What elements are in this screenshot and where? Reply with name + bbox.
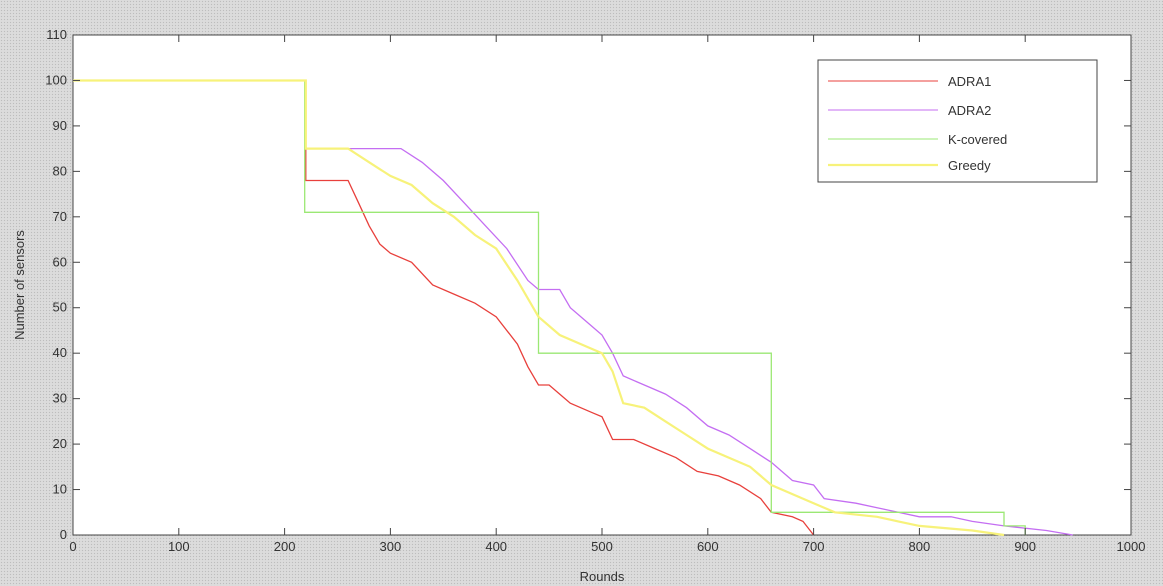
y-tick-label: 20 (53, 436, 67, 451)
legend-box (817, 59, 1098, 183)
legend-label: K-covered (948, 132, 1007, 147)
y-tick-label: 60 (53, 254, 67, 269)
legend-item-adra1: ADRA1 (828, 74, 991, 89)
series-line-greedy (73, 79, 1005, 537)
x-tick-label: 200 (274, 539, 296, 554)
x-tick-label: 800 (909, 539, 931, 554)
y-tick-label: 100 (45, 72, 67, 87)
legend-label: ADRA1 (948, 74, 991, 89)
legend: ADRA1 ADRA2 K-covered Greedy (817, 59, 1098, 183)
legend-label: ADRA2 (948, 103, 991, 118)
x-tick-label: 1000 (1117, 539, 1146, 554)
series-line-adra2 (73, 79, 1073, 536)
y-axis-label: Number of sensors (12, 230, 27, 340)
y-tick-label: 80 (53, 163, 67, 178)
series-line-adra1 (73, 79, 815, 536)
y-tick-label: 30 (53, 391, 67, 406)
y-tick-label: 0 (60, 527, 67, 542)
y-tick-label: 90 (53, 118, 67, 133)
legend-item-greedy: Greedy (828, 158, 991, 173)
axis-layer: 0 100 200 300 400 500 600 700 800 900 1000 0 10 20 30 4… (45, 27, 1145, 554)
x-tick-label: 300 (380, 539, 402, 554)
y-tick-label: 70 (53, 209, 67, 224)
x-tick-label: 600 (697, 539, 719, 554)
x-tick-label: 500 (591, 539, 613, 554)
x-axis-label: Rounds (580, 569, 625, 584)
x-tick-label: 100 (168, 539, 190, 554)
y-tick-label: 50 (53, 300, 67, 315)
legend-label: Greedy (948, 158, 991, 173)
y-tick-label: 10 (53, 482, 67, 497)
series-layer (73, 79, 1073, 537)
y-tick-label: 40 (53, 345, 67, 360)
y-tick-label: 110 (46, 27, 67, 42)
legend-item-k-covered: K-covered (828, 132, 1007, 147)
x-tick-label: 900 (1014, 539, 1036, 554)
x-tick-label: 0 (69, 539, 76, 554)
series-line-k-covered (73, 79, 1026, 535)
x-tick-label: 700 (803, 539, 825, 554)
x-tick-label: 400 (485, 539, 507, 554)
legend-item-adra2: ADRA2 (828, 103, 991, 118)
